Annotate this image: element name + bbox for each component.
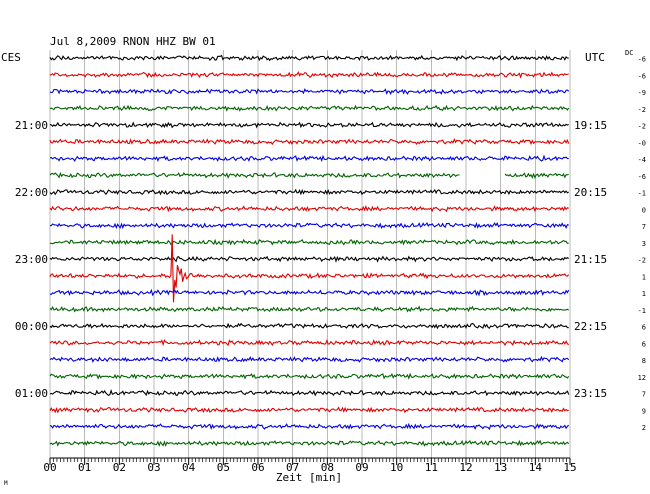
dc-offset-label: -2 <box>638 106 646 114</box>
trace-7 <box>49 171 569 179</box>
dc-offset-label: 1 <box>642 273 646 281</box>
dc-offset-label: -6 <box>638 56 646 64</box>
dc-offset-label: -1 <box>638 190 646 198</box>
right-time-label: 20:15 <box>574 186 607 199</box>
trace-21 <box>49 406 569 414</box>
left-time-label: 22:00 <box>15 186 48 199</box>
trace-23 <box>49 439 570 447</box>
trace-4 <box>49 121 569 129</box>
trace-8 <box>49 188 570 196</box>
trace-2 <box>49 88 570 96</box>
x-tick-label: 11 <box>425 461 438 474</box>
x-tick-label: 02 <box>113 461 126 474</box>
left-time-label: 21:00 <box>15 119 48 132</box>
trace-19 <box>49 372 570 380</box>
trace-17 <box>49 338 569 347</box>
dc-offset-label: -2 <box>638 257 646 265</box>
x-tick-label: 05 <box>217 461 230 474</box>
dc-offset-label: 0 <box>642 206 646 214</box>
corner-mark: M <box>4 480 8 487</box>
trace-1 <box>49 71 569 79</box>
x-tick-label: 14 <box>529 461 543 474</box>
x-tick-label: 12 <box>459 461 472 474</box>
dc-offset-label: -6 <box>638 72 646 80</box>
row-labels: 21:00 22:00 23:00 00:00 01:00 19:15 20:15 21:15… <box>15 56 646 433</box>
x-tick-label: 06 <box>251 461 264 474</box>
trace-10 <box>49 221 569 230</box>
dc-offset-label: 8 <box>642 357 646 365</box>
x-tick-label: 13 <box>494 461 507 474</box>
trace-18 <box>49 355 570 363</box>
trace-11 <box>49 238 569 246</box>
dc-offset-label: 6 <box>642 340 646 348</box>
right-time-label: 22:15 <box>574 320 607 333</box>
x-tick-label: 04 <box>182 461 196 474</box>
right-time-label: 21:15 <box>574 253 607 266</box>
x-tick-label: 15 <box>563 461 576 474</box>
trace-14 <box>49 288 570 297</box>
chart-title: Jul 8,2009 RNON HHZ BW 01 <box>50 35 216 48</box>
trace-6 <box>49 154 569 163</box>
x-axis-label: Zeit [min] <box>276 471 342 484</box>
trace-layer <box>49 54 570 447</box>
dc-offset-label: 3 <box>642 240 646 248</box>
x-tick-label: 00 <box>43 461 56 474</box>
dc-offset-label: 2 <box>642 424 646 432</box>
trace-0 <box>49 54 569 62</box>
right-timezone-label: UTC <box>585 51 605 64</box>
dc-offset-label: 1 <box>642 290 646 298</box>
trace-16 <box>49 322 569 330</box>
trace-5 <box>49 137 570 146</box>
x-tick-label: 01 <box>78 461 91 474</box>
dc-offset-label: 6 <box>642 324 646 332</box>
dc-offset-label: -6 <box>638 173 646 181</box>
right-time-label: 23:15 <box>574 387 607 400</box>
trace-13 <box>49 234 570 303</box>
dc-offset-label: -1 <box>638 307 646 315</box>
x-tick-label: 07 <box>286 461 299 474</box>
dc-offset-label: 7 <box>642 223 646 231</box>
dc-offset-label: -4 <box>638 156 646 164</box>
x-tick-label: 09 <box>355 461 368 474</box>
trace-12 <box>49 255 569 263</box>
trace-9 <box>49 205 569 213</box>
dc-offset-label: 9 <box>642 407 646 415</box>
right-time-label: 19:15 <box>574 119 607 132</box>
trace-15 <box>49 305 570 313</box>
trace-20 <box>49 389 570 397</box>
dc-header: DC <box>625 49 633 57</box>
dc-offset-label: 7 <box>642 391 646 399</box>
trace-3 <box>49 104 570 112</box>
grid-lines <box>49 50 571 458</box>
left-time-label: 01:00 <box>15 387 48 400</box>
dc-offset-label: -9 <box>638 89 646 97</box>
trace-22 <box>49 422 570 431</box>
dc-offset-label: -0 <box>638 139 646 147</box>
x-axis: 00 01 02 03 04 05 06 07 08 09 10 11 12 13 14 15 <box>43 457 577 474</box>
x-tick-label: 08 <box>321 461 334 474</box>
x-tick-label: 03 <box>147 461 160 474</box>
left-time-label: 23:00 <box>15 253 48 266</box>
left-timezone-label: CES <box>1 51 21 64</box>
dc-offset-label: 12 <box>638 374 646 382</box>
dc-offset-label: -2 <box>638 123 646 131</box>
x-tick-label: 10 <box>390 461 403 474</box>
left-time-label: 00:00 <box>15 320 48 333</box>
